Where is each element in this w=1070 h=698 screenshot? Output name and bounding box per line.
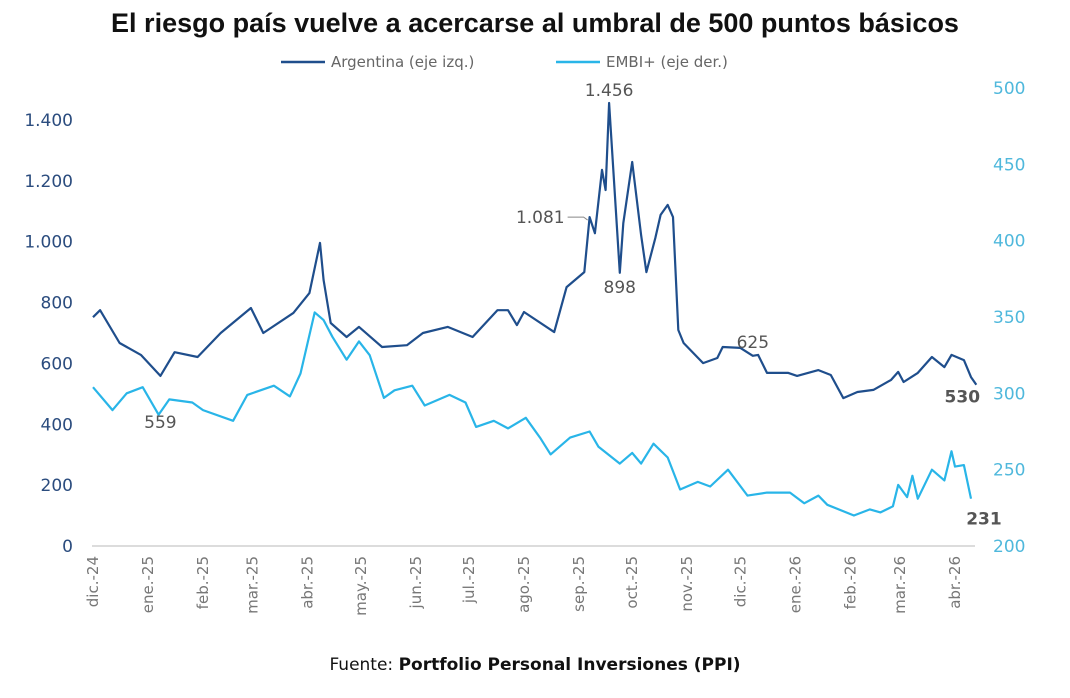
source-note: Fuente: Portfolio Personal Inversiones (…	[329, 655, 740, 675]
series-lines	[92, 101, 978, 517]
y-right-tick-label: 250	[993, 461, 1025, 481]
x-tick-label: feb.-26	[841, 556, 859, 609]
annotation-leader-line	[567, 216, 588, 221]
x-tick-label: mar.-26	[891, 556, 909, 614]
x-tick-label: dic.-24	[84, 556, 102, 607]
x-tick-label: feb.-25	[194, 556, 212, 609]
annotation-label: 530	[945, 388, 981, 408]
x-tick-label: sep.-25	[570, 556, 588, 612]
series-line-embi	[92, 311, 973, 517]
y-left-tick-label: 0	[62, 537, 73, 557]
y-left-tick-label: 600	[41, 354, 73, 374]
legend-label-embi: EMBI+ (eje der.)	[606, 53, 728, 71]
x-tick-label: ene.-26	[786, 556, 804, 613]
y-axis-left: 0 200 400 600 800 1.000 1.200 1.400	[24, 111, 73, 557]
x-tick-label: abr.-26	[946, 556, 964, 609]
x-tick-label: dic.-25	[731, 556, 749, 607]
x-tick-label: jun.-25	[407, 556, 425, 609]
annotations: 1.456 1.081 898 625 559 530 231	[144, 81, 1002, 530]
y-right-tick-label: 350	[993, 308, 1025, 328]
annotation-label: 1.456	[585, 81, 634, 101]
y-axis-right: 200 250 300 350 400 450 500	[993, 79, 1025, 557]
x-axis: dic.-24 ene.-25 feb.-25 mar.-25 abr.-25 may.-…	[84, 556, 964, 616]
annotation-label: 231	[966, 510, 1002, 530]
x-tick-label: ene.-25	[139, 556, 157, 613]
y-left-tick-label: 400	[41, 415, 73, 435]
source-name: Portfolio Personal Inversiones (PPI)	[399, 655, 741, 675]
x-tick-label: abr.-25	[299, 556, 317, 609]
annotation-label: 559	[144, 413, 176, 433]
source-prefix: Fuente:	[329, 655, 398, 675]
y-right-tick-label: 450	[993, 155, 1025, 175]
x-tick-label: nov.-25	[678, 556, 696, 612]
x-tick-label: mar.-25	[244, 556, 262, 614]
annotation-label: 625	[737, 333, 769, 353]
legend-label-argentina: Argentina (eje izq.)	[331, 53, 474, 71]
x-tick-label: oct.-25	[623, 556, 641, 609]
y-left-tick-label: 800	[41, 294, 73, 314]
y-left-tick-label: 1.000	[24, 233, 73, 253]
y-right-tick-label: 400	[993, 232, 1025, 252]
y-right-tick-label: 200	[993, 537, 1025, 557]
annotation-label: 898	[604, 278, 636, 298]
annotation-label: 1.081	[516, 208, 565, 228]
y-right-tick-label: 500	[993, 79, 1025, 99]
y-left-tick-label: 200	[41, 476, 73, 496]
y-left-tick-label: 1.400	[24, 111, 73, 131]
y-left-tick-label: 1.200	[24, 172, 73, 192]
y-right-tick-label: 300	[993, 384, 1025, 404]
legend: Argentina (eje izq.) EMBI+ (eje der.)	[281, 53, 728, 71]
x-tick-label: jul.-25	[460, 556, 478, 604]
chart-title: El riesgo país vuelve a acercarse al umb…	[111, 8, 959, 38]
series-line-argentina	[92, 101, 978, 400]
x-tick-label: may.-25	[352, 556, 370, 616]
x-tick-label: ago.-25	[515, 556, 533, 613]
